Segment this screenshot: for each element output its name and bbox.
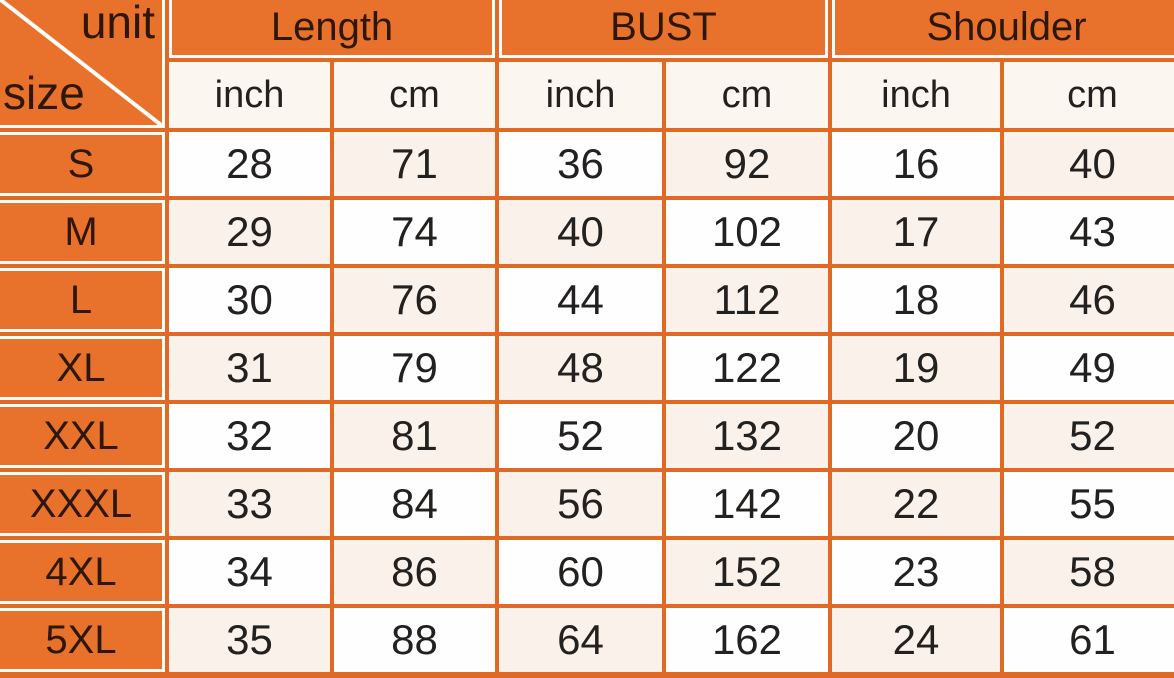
value-cell: 40 — [1000, 128, 1174, 200]
value-cell: 20 — [828, 400, 1004, 472]
value-cell: 52 — [1000, 400, 1174, 472]
table-header: unit size Length BUST Shoulder inch cm i… — [0, 0, 1174, 132]
value-cell: 22 — [828, 468, 1004, 540]
value-cell: 76 — [330, 264, 499, 336]
table-row: 4XL 34 86 60 152 23 58 — [0, 536, 1174, 608]
table-row: XXL 32 81 52 132 20 52 — [0, 400, 1174, 472]
row-size-label: XXXL — [0, 468, 169, 540]
value-cell: 23 — [828, 536, 1004, 608]
value-cell: 28 — [165, 128, 334, 200]
value-cell: 142 — [662, 468, 832, 540]
value-cell: 34 — [165, 536, 334, 608]
value-cell: 35 — [165, 604, 334, 676]
value-cell: 31 — [165, 332, 334, 404]
table-row: S 28 71 36 92 16 40 — [0, 128, 1174, 200]
group-header-row: unit size Length BUST Shoulder — [0, 0, 1174, 132]
column-group-bust: BUST — [495, 0, 832, 62]
value-cell: 24 — [828, 604, 1004, 676]
table-row: XXXL 33 84 56 142 22 55 — [0, 468, 1174, 540]
subheader-shoulder-inch: inch — [828, 58, 1004, 132]
value-cell: 32 — [165, 400, 334, 472]
value-cell: 86 — [330, 536, 499, 608]
row-size-label: L — [0, 264, 169, 336]
row-size-label: XL — [0, 332, 169, 404]
unit-header-row: inch cm inch cm inch cm — [0, 58, 1174, 132]
value-cell: 74 — [330, 196, 499, 268]
value-cell: 52 — [495, 400, 666, 472]
diagonal-divider — [0, 0, 165, 128]
row-size-label: 5XL — [0, 604, 169, 676]
value-cell: 61 — [1000, 604, 1174, 676]
value-cell: 92 — [662, 128, 832, 200]
row-size-label: S — [0, 128, 169, 200]
value-cell: 17 — [828, 196, 1004, 268]
value-cell: 49 — [1000, 332, 1174, 404]
table-row: M 29 74 40 102 17 43 — [0, 196, 1174, 268]
subheader-bust-cm: cm — [662, 58, 832, 132]
value-cell: 132 — [662, 400, 832, 472]
value-cell: 43 — [1000, 196, 1174, 268]
value-cell: 19 — [828, 332, 1004, 404]
value-cell: 46 — [1000, 264, 1174, 336]
column-group-length: Length — [165, 0, 499, 62]
table-row: XL 31 79 48 122 19 49 — [0, 332, 1174, 404]
value-cell: 30 — [165, 264, 334, 336]
corner-unit-label: unit — [80, 0, 155, 48]
value-cell: 152 — [662, 536, 832, 608]
value-cell: 16 — [828, 128, 1004, 200]
value-cell: 55 — [1000, 468, 1174, 540]
value-cell: 58 — [1000, 536, 1174, 608]
value-cell: 64 — [495, 604, 666, 676]
value-cell: 112 — [662, 264, 832, 336]
table-row: 5XL 35 88 64 162 24 61 — [0, 604, 1174, 676]
value-cell: 48 — [495, 332, 666, 404]
value-cell: 81 — [330, 400, 499, 472]
table-row: L 30 76 44 112 18 46 — [0, 264, 1174, 336]
subheader-length-cm: cm — [330, 58, 499, 132]
row-size-label: 4XL — [0, 536, 169, 608]
size-rows: S 28 71 36 92 16 40 M 29 74 40 102 17 43 L 30 76 44 112 18 4… — [0, 128, 1174, 676]
value-cell: 56 — [495, 468, 666, 540]
value-cell: 122 — [662, 332, 832, 404]
subheader-shoulder-cm: cm — [1000, 58, 1174, 132]
value-cell: 88 — [330, 604, 499, 676]
value-cell: 84 — [330, 468, 499, 540]
subheader-bust-inch: inch — [495, 58, 666, 132]
value-cell: 33 — [165, 468, 334, 540]
row-size-label: XXL — [0, 400, 169, 472]
row-size-label: M — [0, 196, 169, 268]
value-cell: 18 — [828, 264, 1004, 336]
value-cell: 36 — [495, 128, 666, 200]
value-cell: 44 — [495, 264, 666, 336]
subheader-length-inch: inch — [165, 58, 334, 132]
corner-size-label: size — [3, 67, 85, 119]
value-cell: 29 — [165, 196, 334, 268]
column-group-shoulder: Shoulder — [828, 0, 1174, 62]
corner-cell: unit size — [0, 0, 169, 132]
value-cell: 79 — [330, 332, 499, 404]
value-cell: 40 — [495, 196, 666, 268]
value-cell: 71 — [330, 128, 499, 200]
value-cell: 162 — [662, 604, 832, 676]
value-cell: 60 — [495, 536, 666, 608]
value-cell: 102 — [662, 196, 832, 268]
